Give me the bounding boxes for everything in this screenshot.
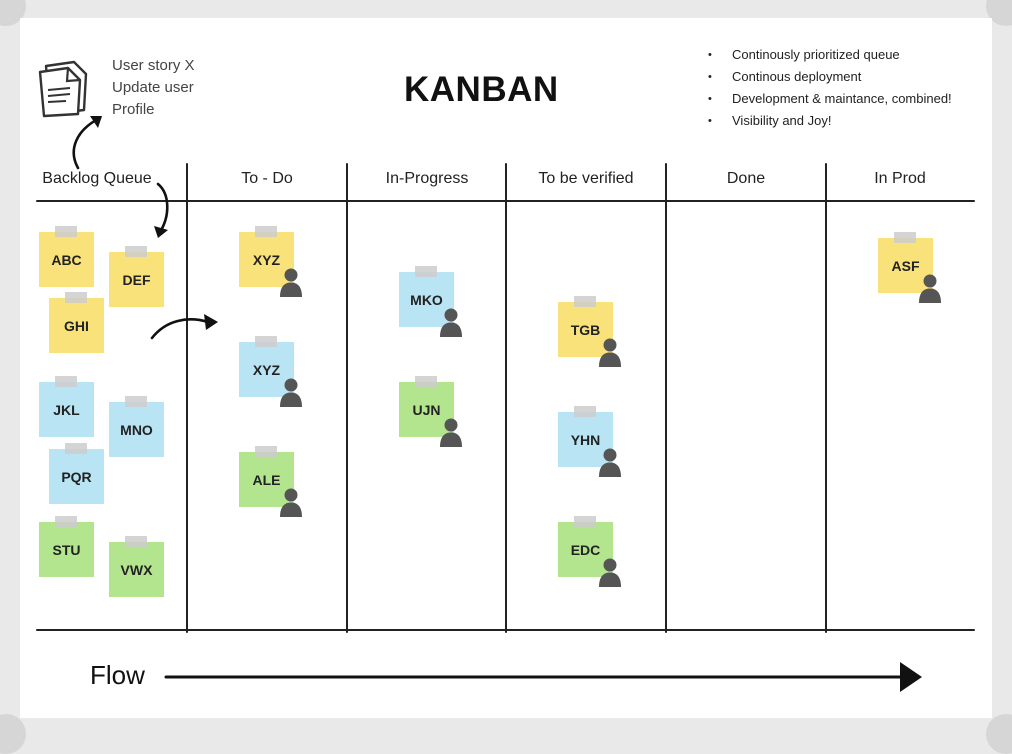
- page-title: KANBAN: [404, 70, 559, 109]
- sticky-note[interactable]: JKL: [39, 376, 94, 437]
- sticky-note-label: JKL: [53, 401, 80, 418]
- person-icon: [279, 487, 303, 517]
- tape-strip: [255, 226, 277, 237]
- sticky-note-label: XYZ: [252, 361, 281, 378]
- sticky-note[interactable]: ALE: [239, 446, 294, 507]
- tape-strip: [65, 443, 87, 454]
- person-icon: [598, 447, 622, 477]
- column-header-in-prod: In Prod: [874, 170, 926, 187]
- sticky-note[interactable]: DEF: [109, 246, 164, 307]
- sticky-note-label: TGB: [570, 321, 601, 338]
- sticky-note[interactable]: TGB: [558, 296, 613, 357]
- sticky-note[interactable]: XYZ: [239, 226, 294, 287]
- frame-corner-bottom-left: [0, 714, 26, 754]
- column-divider: [346, 163, 348, 633]
- sticky-note[interactable]: PQR: [49, 443, 104, 504]
- tape-strip: [574, 516, 596, 527]
- sticky-note[interactable]: VWX: [109, 536, 164, 597]
- tape-strip: [55, 376, 77, 387]
- tape-strip: [574, 296, 596, 307]
- sticky-note[interactable]: XYZ: [239, 336, 294, 397]
- person-icon: [598, 337, 622, 367]
- bullet-item: Visibility and Joy!: [704, 110, 952, 132]
- column-header-done: Done: [726, 170, 766, 187]
- sticky-note-label: XYZ: [252, 251, 281, 268]
- sticky-note[interactable]: ASF: [878, 232, 933, 293]
- sticky-note[interactable]: GHI: [49, 292, 104, 353]
- tape-strip: [55, 226, 77, 237]
- column-header-in-progress: In-Progress: [385, 170, 469, 187]
- sticky-note-label: VWX: [120, 561, 153, 578]
- sticky-note-label: ASF: [891, 257, 920, 274]
- sticky-note[interactable]: ABC: [39, 226, 94, 287]
- bullet-item: Continously prioritized queue: [704, 44, 952, 66]
- person-icon: [918, 273, 942, 303]
- user-story-note: User story X Update user Profile: [112, 55, 195, 121]
- sticky-note-label: ALE: [252, 471, 281, 488]
- tape-strip: [894, 232, 916, 243]
- sticky-note-label: DEF: [122, 271, 151, 288]
- sticky-note-label: MKO: [410, 291, 443, 308]
- flow-arrow: [164, 662, 922, 692]
- sticky-note[interactable]: EDC: [558, 516, 613, 577]
- user-story-line: Profile: [112, 101, 155, 118]
- user-story-line: User story X: [112, 57, 195, 74]
- sticky-note[interactable]: MKO: [399, 266, 454, 327]
- backlog-down-arrow: [154, 182, 169, 238]
- column-header-backlog: Backlog Queue: [42, 170, 152, 187]
- sticky-note[interactable]: UJN: [399, 376, 454, 437]
- bullet-list: Continously prioritized queue Continous …: [704, 44, 952, 132]
- column-divider: [186, 163, 188, 633]
- sticky-note[interactable]: YHN: [558, 406, 613, 467]
- tape-strip: [125, 246, 147, 257]
- bullet-item: Development & maintance, combined!: [704, 88, 952, 110]
- tape-strip: [255, 336, 277, 347]
- sticky-note[interactable]: MNO: [109, 396, 164, 457]
- tape-strip: [65, 292, 87, 303]
- sticky-note-label: UJN: [412, 401, 441, 418]
- document-stack-icon: [38, 60, 88, 118]
- tape-strip: [125, 396, 147, 407]
- person-icon: [439, 417, 463, 447]
- column-divider: [505, 163, 507, 633]
- sticky-note-label: MNO: [120, 421, 153, 438]
- tape-strip: [415, 376, 437, 387]
- user-story-line: Update user: [112, 79, 194, 96]
- person-icon: [279, 377, 303, 407]
- sticky-note-label: YHN: [570, 431, 601, 448]
- sticky-note-label: PQR: [61, 468, 92, 485]
- tape-strip: [125, 536, 147, 547]
- sticky-note[interactable]: STU: [39, 516, 94, 577]
- tape-strip: [574, 406, 596, 417]
- sticky-note-label: EDC: [570, 541, 601, 558]
- frame-corner-bottom-right: [986, 714, 1012, 754]
- bullet-item: Continous deployment: [704, 66, 952, 88]
- column-header-to-be-verified: To be verified: [538, 170, 634, 187]
- column-divider: [665, 163, 667, 633]
- sticky-note-label: STU: [52, 541, 81, 558]
- to-todo-arrow: [150, 314, 218, 340]
- column-divider: [825, 163, 827, 633]
- sticky-note-label: GHI: [64, 317, 89, 334]
- tape-strip: [415, 266, 437, 277]
- flow-label: Flow: [90, 660, 145, 690]
- person-icon: [279, 267, 303, 297]
- tape-strip: [255, 446, 277, 457]
- column-header-todo: To - Do: [241, 170, 293, 187]
- sticky-note-label: ABC: [51, 251, 82, 268]
- person-icon: [598, 557, 622, 587]
- person-icon: [439, 307, 463, 337]
- story-pointer-arrow: [72, 116, 102, 170]
- tape-strip: [55, 516, 77, 527]
